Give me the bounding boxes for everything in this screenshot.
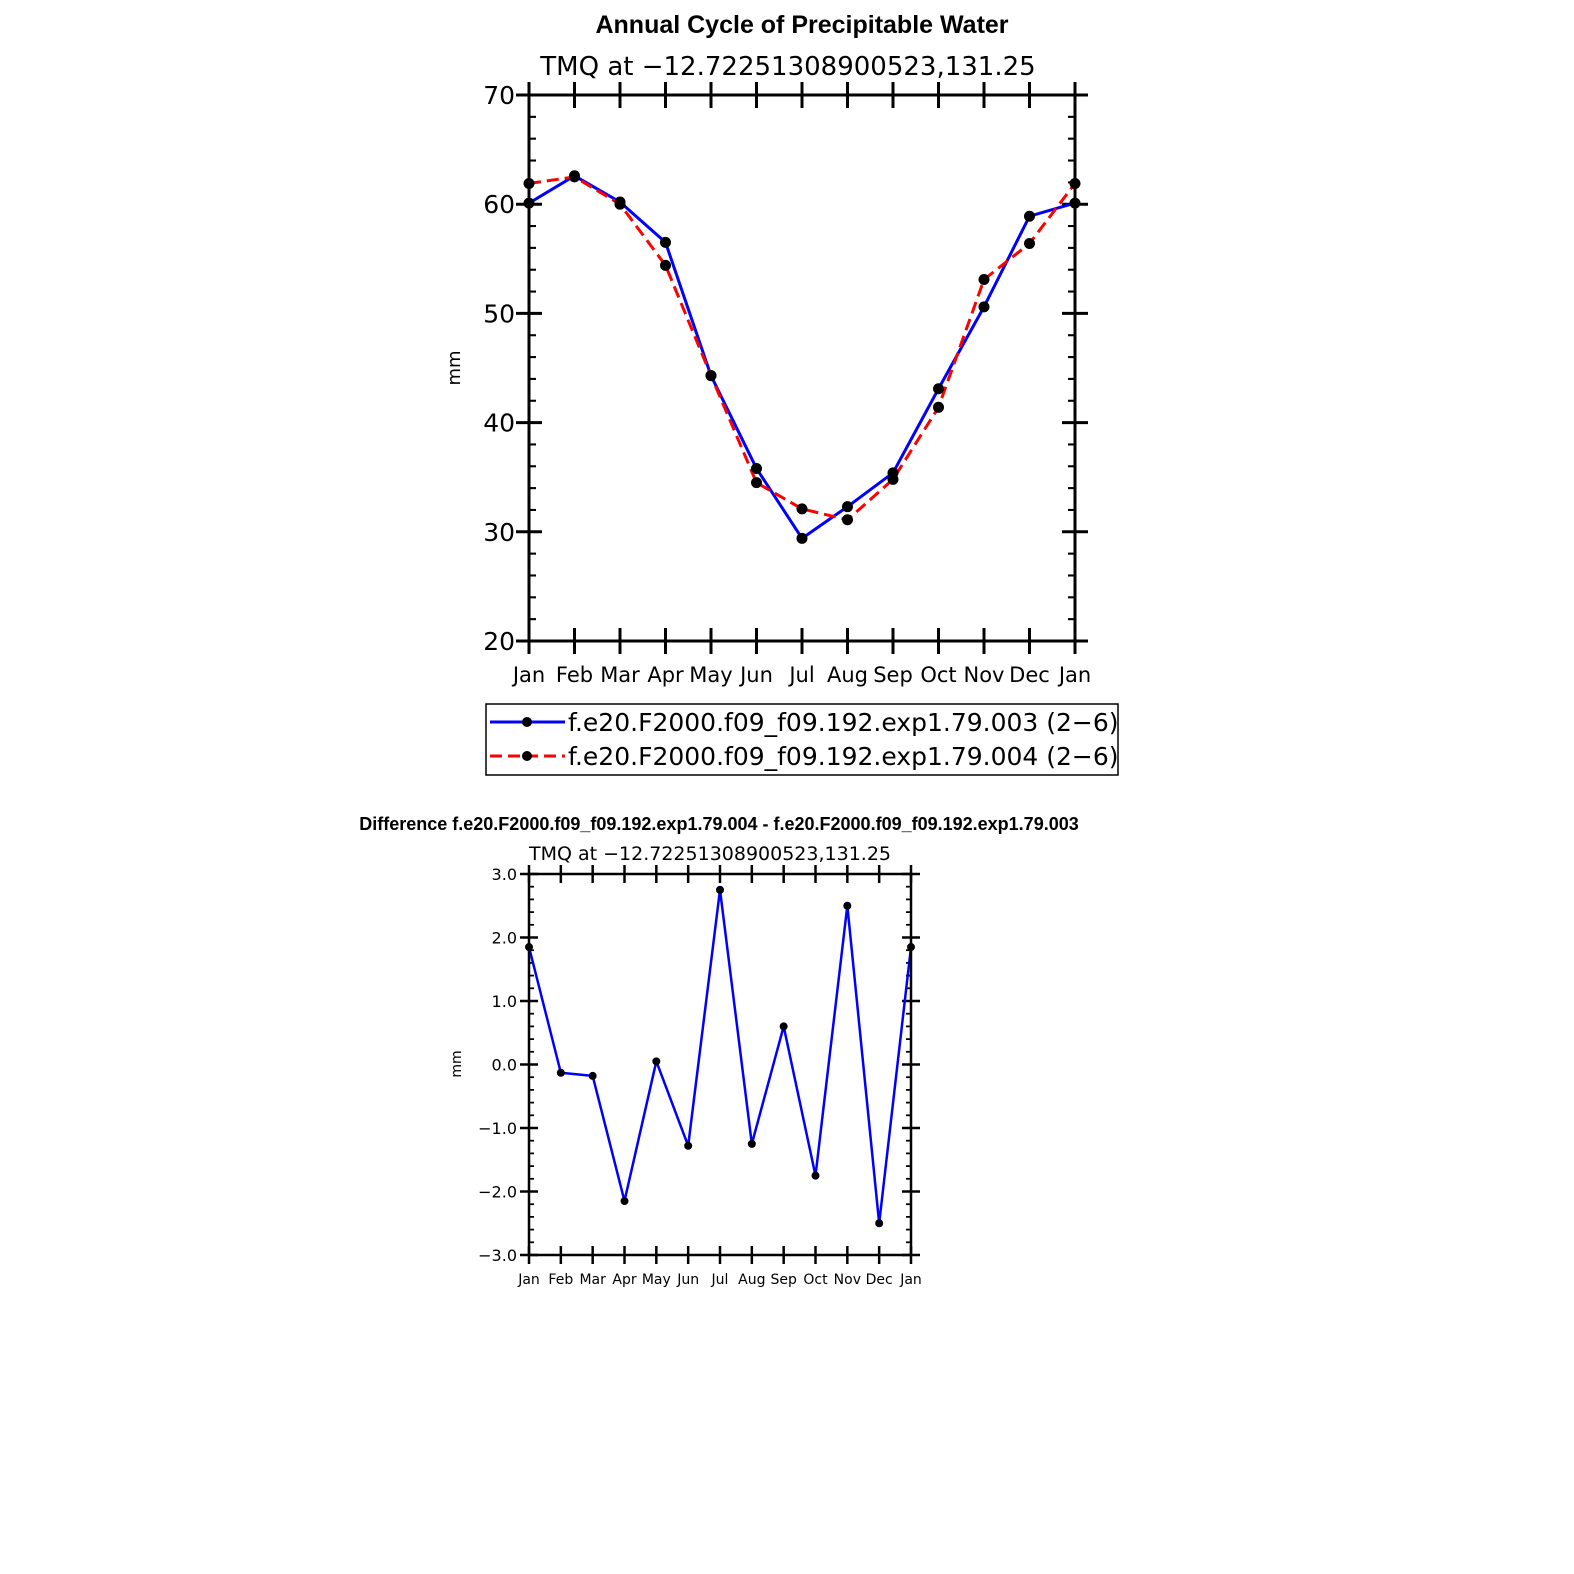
chart1-plot-frame bbox=[527, 93, 1077, 643]
c2-y-tick-label: −3.0 bbox=[478, 1246, 517, 1265]
c1-y-tick-label: 30 bbox=[483, 518, 515, 547]
c1-y-tick-label: 40 bbox=[483, 409, 515, 438]
c2-series-1-point bbox=[747, 1139, 756, 1148]
c2-series-1-point bbox=[620, 1197, 629, 1206]
c2-x-tick-label: Jun bbox=[676, 1272, 699, 1288]
c2-series-1-point bbox=[684, 1141, 693, 1150]
chart2-subtitle: TMQ at −12.72251308900523,131.25 bbox=[528, 843, 891, 865]
chart1-legend: f.e20.F2000.f09_f09.192.exp1.79.003 (2−6… bbox=[485, 703, 1119, 776]
legend-box bbox=[485, 703, 1119, 776]
c1-series-2-point bbox=[978, 274, 990, 286]
chart2-tick-labels: −3.0 −2.0 −1.0 0.0 1.0 2.0 3.0 Jan Feb Mar Apr May J… bbox=[478, 865, 922, 1288]
c2-y-tick-label: 1.0 bbox=[492, 992, 517, 1011]
c1-y-tick-label: 60 bbox=[483, 190, 515, 219]
c2-y-tick-label: 3.0 bbox=[492, 865, 517, 884]
c2-x-tick-label: Aug bbox=[738, 1272, 765, 1288]
c2-x-tick-label: Oct bbox=[803, 1272, 828, 1288]
c1-series-1-point bbox=[933, 383, 944, 395]
c2-series-1-point bbox=[652, 1057, 661, 1066]
c1-series-2-point bbox=[842, 514, 853, 526]
c1-x-tick-label: Mar bbox=[600, 663, 640, 687]
c1-series-2-point bbox=[660, 259, 671, 271]
c1-y-tick-label: 70 bbox=[483, 81, 515, 110]
c2-x-tick-label: Jan bbox=[899, 1272, 922, 1288]
c1-x-tick-label: Jun bbox=[738, 663, 773, 687]
c1-x-tick-label: Feb bbox=[556, 663, 593, 687]
c2-y-tick-label: 2.0 bbox=[492, 928, 517, 947]
c2-x-tick-label: Apr bbox=[612, 1272, 636, 1288]
c1-x-tick-label: Dec bbox=[1009, 663, 1050, 687]
c1-series-2-point bbox=[614, 198, 626, 210]
c1-series-1-point bbox=[842, 501, 853, 513]
chart1-subtitle: TMQ at −12.72251308900523,131.25 bbox=[539, 52, 1035, 82]
c2-y-tick-label: 0.0 bbox=[492, 1055, 517, 1074]
c1-series-1-point bbox=[660, 236, 671, 248]
chart2-y-axis-label: mm bbox=[449, 1050, 465, 1077]
c1-series-2-point bbox=[933, 401, 944, 413]
c1-y-tick-label: 50 bbox=[483, 299, 515, 328]
c1-series-1-point bbox=[751, 462, 762, 474]
c2-x-tick-label: Dec bbox=[866, 1272, 893, 1288]
c2-series-1-point bbox=[811, 1171, 820, 1180]
c2-y-tick-label: −2.0 bbox=[478, 1182, 517, 1201]
c2-series-1-point bbox=[556, 1068, 565, 1077]
chart2-ticks bbox=[520, 865, 920, 1264]
c1-x-tick-label: Sep bbox=[873, 663, 913, 687]
c2-x-tick-label: Feb bbox=[548, 1272, 573, 1288]
c2-series-1-point bbox=[588, 1071, 597, 1080]
c1-series-2-point bbox=[796, 503, 808, 515]
c2-series-1-point bbox=[843, 901, 852, 910]
chart1-y-axis-label: mm bbox=[444, 350, 465, 385]
chart2-title: Difference f.e20.F2000.f09_f09.192.exp1.… bbox=[359, 814, 1078, 834]
c2-y-tick-label: −1.0 bbox=[478, 1119, 517, 1138]
c1-y-tick-label: 20 bbox=[483, 627, 515, 656]
legend-marker-series-2 bbox=[522, 751, 532, 761]
chart2-plot-frame bbox=[527, 872, 913, 1257]
c2-series-1-point bbox=[875, 1219, 884, 1228]
c2-x-tick-label: Jan bbox=[517, 1272, 540, 1288]
legend-label-series-2: f.e20.F2000.f09_f09.192.exp1.79.004 (2−6… bbox=[568, 742, 1119, 771]
chart1-tick-labels: 20 30 40 50 60 70 Jan Feb Mar Apr May Jun Jul Aug Sep O… bbox=[483, 81, 1091, 687]
c1-series-line-2 bbox=[528, 175, 1077, 522]
c2-x-tick-label: Jul bbox=[711, 1272, 729, 1288]
c1-x-tick-label: May bbox=[689, 663, 732, 687]
c2-series-line-1 bbox=[527, 888, 913, 1225]
c1-series-line-1 bbox=[528, 174, 1076, 540]
c1-series-2-point bbox=[751, 477, 762, 489]
annual-cycle-chart: Annual Cycle of Precipitable Water TMQ a… bbox=[444, 11, 1119, 776]
chart1-ticks bbox=[516, 82, 1088, 654]
c1-series-2-point bbox=[705, 370, 717, 382]
c1-x-tick-label: Nov bbox=[964, 663, 1005, 687]
c2-x-tick-label: Mar bbox=[579, 1272, 606, 1288]
c2-series-1-point bbox=[779, 1022, 788, 1031]
c1-x-tick-label: Aug bbox=[827, 663, 868, 687]
c2-series-1-point bbox=[716, 885, 724, 894]
chart2-series bbox=[525, 885, 915, 1228]
c1-x-tick-label: Jan bbox=[511, 663, 545, 687]
c1-series-1-point bbox=[1024, 210, 1035, 222]
legend-label-series-1: f.e20.F2000.f09_f09.192.exp1.79.003 (2−6… bbox=[568, 708, 1119, 737]
c1-x-tick-label: Jan bbox=[1057, 663, 1091, 687]
c2-x-tick-label: Nov bbox=[834, 1272, 861, 1288]
chart1-series bbox=[523, 170, 1081, 544]
c2-x-tick-label: May bbox=[642, 1272, 671, 1288]
legend-marker-series-1 bbox=[522, 717, 532, 727]
c1-series-2-point bbox=[887, 473, 899, 485]
c1-series-2-point bbox=[569, 171, 580, 183]
c1-x-tick-label: Apr bbox=[647, 663, 684, 687]
c2-x-tick-label: Sep bbox=[770, 1272, 797, 1288]
c1-x-tick-label: Jul bbox=[787, 663, 814, 687]
chart1-title: Annual Cycle of Precipitable Water bbox=[595, 11, 1008, 39]
difference-chart: Difference f.e20.F2000.f09_f09.192.exp1.… bbox=[359, 814, 1078, 1288]
c1-series-1-point bbox=[796, 532, 808, 544]
c1-series-1-point bbox=[978, 301, 990, 313]
c1-series-2-point bbox=[1024, 238, 1035, 250]
c1-x-tick-label: Oct bbox=[920, 663, 956, 687]
